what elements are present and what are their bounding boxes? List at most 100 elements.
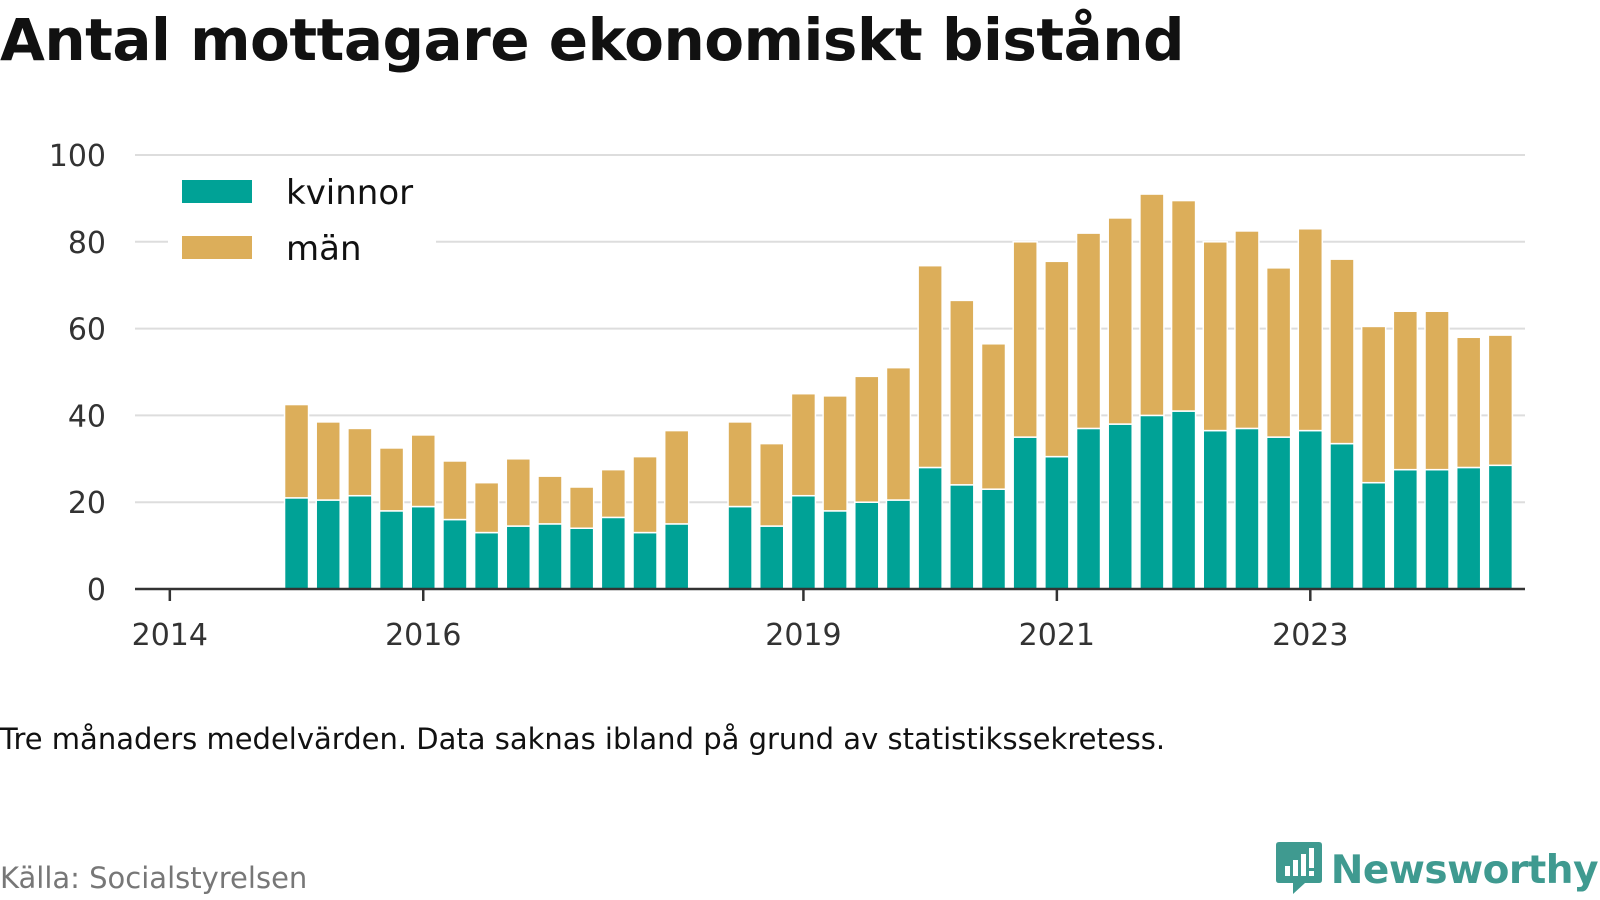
bar-man [600, 468, 627, 519]
newsworthy-logo-icon [1275, 840, 1323, 900]
bar-man [568, 486, 595, 529]
x-tick-label: 2016 [385, 618, 461, 653]
legend-swatch-man [182, 236, 252, 259]
x-tick-label: 2014 [132, 618, 208, 653]
y-tick-label: 100 [49, 139, 106, 174]
bar-kvinnor [1392, 468, 1419, 590]
bar-kvinnor [378, 510, 405, 590]
x-tick-label: 2019 [765, 618, 841, 653]
brand-name: Newsworthy [1330, 847, 1599, 893]
y-tick-label: 20 [68, 486, 106, 521]
bar-kvinnor [758, 525, 785, 590]
y-tick-label: 80 [68, 226, 106, 261]
bar-man [1360, 325, 1387, 484]
legend-label-man: män [286, 229, 362, 269]
bar-kvinnor [885, 499, 912, 590]
bar-kvinnor [1075, 427, 1102, 590]
bar-kvinnor [1297, 429, 1324, 590]
bar-man [505, 458, 532, 527]
bar-man [1392, 310, 1419, 471]
bar-man [283, 403, 310, 499]
bar-kvinnor [1265, 436, 1292, 590]
bar-kvinnor [1455, 466, 1482, 590]
bar-man [1455, 336, 1482, 469]
y-tick-label: 60 [68, 313, 106, 348]
y-tick-label: 0 [87, 573, 106, 608]
bar-kvinnor [473, 531, 500, 590]
bar-man [1234, 230, 1260, 430]
bar-man [442, 460, 468, 521]
y-axis-ticks: 0 20 40 60 80 100 [49, 139, 106, 608]
bar-kvinnor [442, 518, 468, 590]
bar-man [758, 442, 785, 527]
bar-kvinnor [283, 497, 310, 590]
bar-man [1202, 241, 1229, 432]
bar-kvinnor [663, 523, 690, 590]
bar-kvinnor [632, 531, 658, 590]
bar-kvinnor [1424, 468, 1450, 590]
bar-kvinnor [949, 484, 975, 590]
bar-kvinnor [1107, 423, 1133, 590]
bar-man [822, 395, 848, 512]
bar-man [315, 421, 341, 501]
y-tick-label: 40 [68, 399, 106, 434]
legend-swatch-kvinnor [182, 180, 252, 203]
chart-note: Tre månaders medelvärden. Data saknas ib… [0, 722, 1166, 756]
bar-kvinnor [347, 494, 373, 590]
bar-kvinnor [505, 525, 532, 590]
bar-man [473, 481, 500, 534]
bar-man [1012, 241, 1038, 438]
bar-kvinnor [1360, 481, 1387, 590]
bar-man [1487, 334, 1514, 467]
bar-man [1139, 193, 1165, 417]
bar-kvinnor [568, 527, 595, 590]
bar-kvinnor [410, 505, 437, 590]
bar-kvinnor [1202, 429, 1229, 590]
bar-man [790, 392, 817, 497]
bar-man [1265, 267, 1292, 438]
bars [283, 193, 1514, 590]
bar-man [1329, 258, 1355, 445]
bar-kvinnor [727, 505, 753, 590]
brand-logo[interactable]: Newsworthy [1275, 840, 1599, 900]
bar-kvinnor [537, 523, 563, 590]
bar-man [854, 375, 880, 503]
bar-kvinnor [1234, 427, 1260, 590]
bar-man [1297, 228, 1324, 432]
x-tick-label: 2021 [1019, 618, 1095, 653]
bar-kvinnor [917, 466, 943, 590]
bar-kvinnor [1044, 455, 1070, 590]
source-text: Källa: Socialstyrelsen [0, 861, 308, 895]
bar-kvinnor [315, 499, 341, 590]
bar-chart: 0 20 40 60 80 100 2014 2016 2019 2021 2023 kvinno… [49, 139, 1525, 653]
bar-kvinnor [980, 488, 1007, 590]
bar-kvinnor [600, 516, 627, 590]
bar-kvinnor [1329, 442, 1355, 590]
bar-man [1107, 217, 1133, 425]
legend: kvinnor män [168, 164, 436, 276]
bar-man [917, 264, 943, 469]
bar-man [727, 421, 753, 508]
bar-man [1044, 260, 1070, 458]
bar-man [1170, 199, 1197, 412]
bar-kvinnor [1139, 414, 1165, 590]
bar-kvinnor [822, 510, 848, 590]
chart-title: Antal mottagare ekonomiskt bistånd [0, 6, 1185, 74]
bar-kvinnor [1012, 436, 1038, 590]
bar-kvinnor [1170, 410, 1197, 590]
bar-kvinnor [854, 501, 880, 590]
x-axis-ticks: 2014 2016 2019 2021 2023 [132, 589, 1348, 653]
bar-man [949, 299, 975, 486]
bar-man [632, 455, 658, 534]
bar-man [378, 447, 405, 512]
bar-man [537, 475, 563, 525]
bar-man [1424, 310, 1450, 471]
bar-man [410, 434, 437, 508]
legend-label-kvinnor: kvinnor [286, 173, 413, 213]
bar-man [1075, 232, 1102, 430]
bar-man [347, 427, 373, 497]
bar-kvinnor [790, 494, 817, 590]
bar-man [885, 366, 912, 501]
x-tick-label: 2023 [1272, 618, 1348, 653]
bar-kvinnor [1487, 464, 1514, 590]
